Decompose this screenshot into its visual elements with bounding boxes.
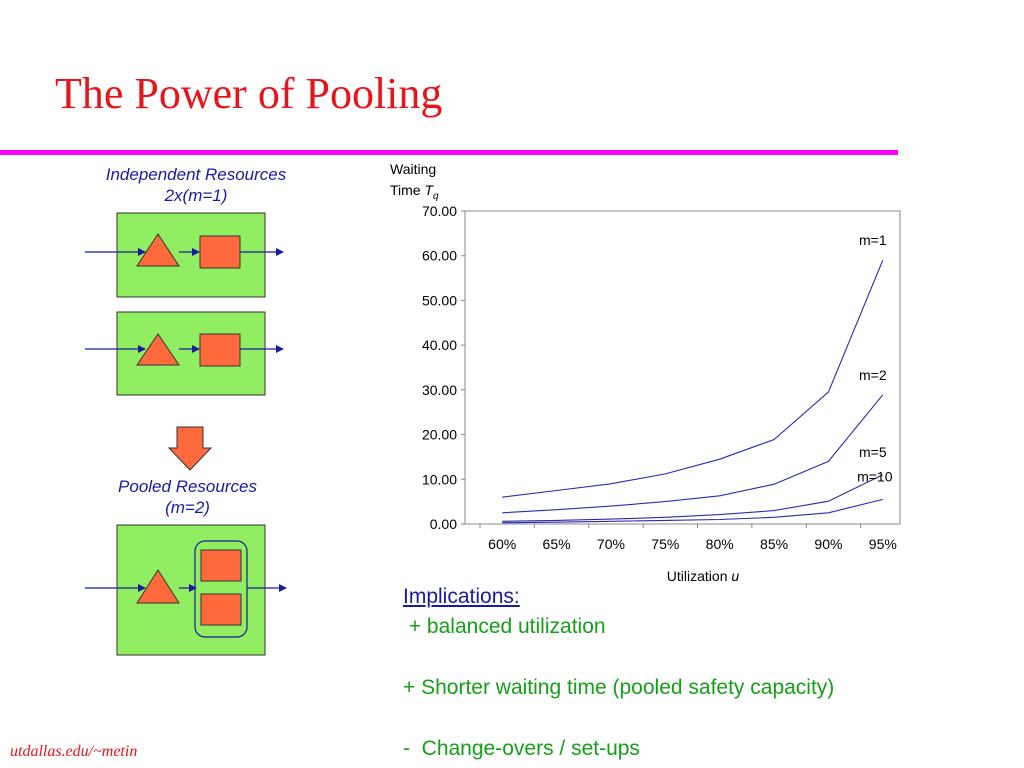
- x-axis-label-text: Utilization: [667, 568, 732, 584]
- y-axis-label-subscript: q: [433, 191, 439, 202]
- x-axis-label: Utilization u: [667, 568, 740, 584]
- series-label: m=2: [859, 367, 887, 383]
- series-labels: m=1 m=2 m=5 m=10: [857, 232, 893, 484]
- y-axis-label-time: Time: [390, 182, 424, 198]
- server-pool-outline: [194, 540, 248, 638]
- waiting-time-chart: Waiting Time Tq 0.00 10.00 20.00 30.00 40.00…: [390, 161, 901, 584]
- pooled-resources-label: Pooled Resources (m=2): [95, 476, 280, 518]
- y-tick-label: 40.00: [422, 337, 457, 353]
- series-line-m-5: [502, 474, 884, 522]
- y-tick-label: 20.00: [422, 427, 457, 443]
- queue-triangle-icon: [136, 569, 180, 604]
- series-line-m-10: [502, 498, 883, 524]
- independent-resources-label: Independent Resources 2x(m=1): [80, 164, 312, 206]
- series-label: m=1: [859, 232, 887, 248]
- down-arrow-icon: [167, 426, 213, 471]
- y-tick-label: 30.00: [422, 382, 457, 398]
- queue-triangle-icon: [136, 333, 180, 366]
- pooled-label-line2: (m=2): [165, 498, 210, 517]
- queue-triangle-icon: [136, 233, 180, 267]
- series-label: m=5: [859, 444, 887, 460]
- x-axis-ticks: 60% 65% 70% 75% 80% 85% 90% 95%: [479, 524, 897, 552]
- server-square-icon: [200, 549, 242, 582]
- y-axis-label-symbol: T: [424, 182, 434, 198]
- footer-url: utdallas.edu/~metin: [10, 743, 138, 760]
- resource-box: [116, 212, 266, 298]
- x-tick-label: 60%: [488, 536, 516, 552]
- y-axis-label-line1: Waiting: [390, 161, 436, 177]
- x-tick-label: 90%: [814, 536, 842, 552]
- x-tick-label: 75%: [651, 536, 679, 552]
- y-tick-label: 0.00: [430, 516, 457, 532]
- title-divider: [0, 150, 898, 155]
- independent-label-line1: Independent Resources: [105, 165, 287, 184]
- server-square-icon: [199, 333, 241, 367]
- pooling-diagram: [85, 212, 287, 656]
- y-tick-label: 10.00: [422, 471, 457, 487]
- x-tick-label: 80%: [706, 536, 734, 552]
- y-tick-label: 60.00: [422, 248, 457, 264]
- independent-label-line2: 2x(m=1): [164, 186, 228, 205]
- x-axis-label-symbol: u: [731, 568, 739, 584]
- implication-changeovers: - Change-overs / set-ups: [403, 737, 640, 760]
- x-tick-label: 70%: [597, 536, 625, 552]
- implications-heading: Implications:: [403, 585, 520, 608]
- server-square-icon: [199, 235, 241, 269]
- independent-resource-2: [85, 311, 284, 396]
- slide-title: The Power of Pooling: [55, 69, 443, 118]
- plot-area: [464, 210, 901, 525]
- independent-resource-1: [85, 212, 284, 298]
- implications-block: Implications: + balanced utilization + S…: [403, 582, 834, 764]
- y-axis-label-line2: Time Tq: [390, 182, 439, 202]
- pooled-resource: [85, 524, 287, 656]
- x-tick-label: 65%: [543, 536, 571, 552]
- series-line-m-2: [502, 394, 884, 514]
- series-label: m=10: [857, 468, 893, 484]
- implication-balanced-utilization: + balanced utilization: [403, 615, 606, 638]
- pooled-label-line1: Pooled Resources: [118, 477, 257, 496]
- resource-box: [116, 311, 266, 396]
- y-axis-ticks: 0.00 10.00 20.00 30.00 40.00 50.00 60.00 70.00: [422, 203, 465, 532]
- server-square-icon: [200, 593, 242, 626]
- series-lines: [502, 259, 884, 524]
- x-tick-label: 85%: [760, 536, 788, 552]
- series-line-m-1: [502, 259, 884, 498]
- x-tick-label: 95%: [869, 536, 897, 552]
- y-tick-label: 50.00: [422, 292, 457, 308]
- y-tick-label: 70.00: [422, 203, 457, 219]
- implication-shorter-waiting: + Shorter waiting time (pooled safety ca…: [403, 676, 835, 699]
